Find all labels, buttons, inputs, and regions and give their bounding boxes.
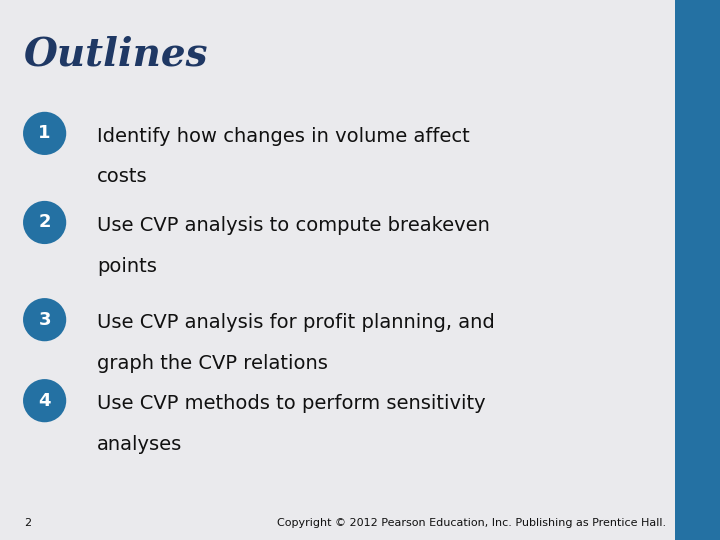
Text: Use CVP analysis to compute breakeven: Use CVP analysis to compute breakeven [97, 216, 490, 235]
Text: analyses: analyses [97, 435, 182, 454]
Ellipse shape [23, 379, 66, 422]
Text: 3: 3 [38, 310, 51, 329]
Text: Use CVP analysis for profit planning, and: Use CVP analysis for profit planning, an… [97, 313, 495, 332]
FancyBboxPatch shape [675, 0, 720, 540]
Text: Copyright © 2012 Pearson Education, Inc. Publishing as Prentice Hall.: Copyright © 2012 Pearson Education, Inc.… [277, 518, 666, 528]
Text: costs: costs [97, 167, 148, 186]
Text: 2: 2 [38, 213, 51, 232]
Text: Outlines: Outlines [24, 35, 208, 73]
Ellipse shape [23, 298, 66, 341]
Text: Use CVP methods to perform sensitivity: Use CVP methods to perform sensitivity [97, 394, 486, 413]
Text: graph the CVP relations: graph the CVP relations [97, 354, 328, 373]
Text: points: points [97, 256, 157, 275]
Text: Identify how changes in volume affect: Identify how changes in volume affect [97, 127, 470, 146]
Text: 1: 1 [38, 124, 51, 143]
Text: 4: 4 [38, 392, 51, 410]
Ellipse shape [23, 112, 66, 155]
Text: 2: 2 [24, 518, 31, 528]
Ellipse shape [23, 201, 66, 244]
